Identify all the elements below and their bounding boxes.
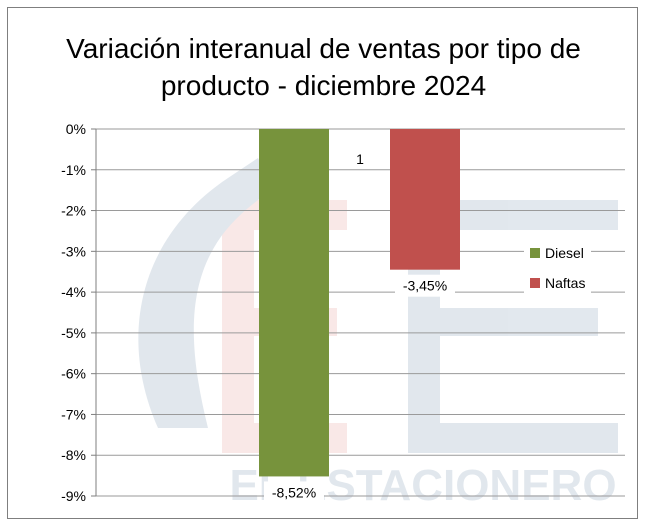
y-tick-label: -8% — [61, 447, 86, 463]
y-tick-label: -1% — [61, 162, 86, 178]
y-axis-ticks: 0% -1% -2% -3% -4% -5% -6% -7% -8% -9% — [61, 121, 97, 504]
y-tick-label: -9% — [61, 488, 86, 504]
data-label-bg — [264, 481, 324, 504]
y-tick-label: 0% — [66, 121, 86, 137]
legend-swatch-naftas — [530, 278, 540, 288]
y-tick-label: -6% — [61, 366, 86, 382]
chart-title: Variación interanual de ventas por tipo … — [66, 33, 581, 101]
data-label-naftas: -3,45% — [403, 278, 447, 294]
category-label: 1 — [356, 151, 364, 167]
bar-diesel — [259, 129, 329, 477]
legend-label-naftas: Naftas — [545, 275, 586, 291]
data-labels: -8,52% -3,45% — [264, 274, 455, 504]
legend-item-diesel: Diesel — [530, 244, 585, 262]
chart-svg: EL ESTACIONERO 0%-1%-2%-3%-4%-5%-6%-7%-8… — [61, 121, 625, 510]
legend: Diesel Naftas — [524, 234, 592, 308]
legend-label-diesel: Diesel — [545, 245, 584, 261]
legend-swatch-diesel — [530, 248, 540, 258]
y-tick-label: -2% — [61, 203, 86, 219]
y-tick-label: -7% — [61, 406, 86, 422]
y-tick-label: -3% — [61, 243, 86, 259]
bar-naftas — [390, 129, 460, 270]
chart-frame: EL ESTACIONERO 0% -1% -2% -3% -4% -5% -6% -7% -8… — [7, 7, 638, 519]
bars — [259, 129, 460, 477]
y-tick-label: -4% — [61, 284, 86, 300]
data-label-bg — [395, 274, 455, 297]
data-label-diesel: -8,52% — [272, 484, 316, 500]
y-tick-label: -5% — [61, 325, 86, 341]
legend-item-naftas: Naftas — [530, 274, 585, 292]
